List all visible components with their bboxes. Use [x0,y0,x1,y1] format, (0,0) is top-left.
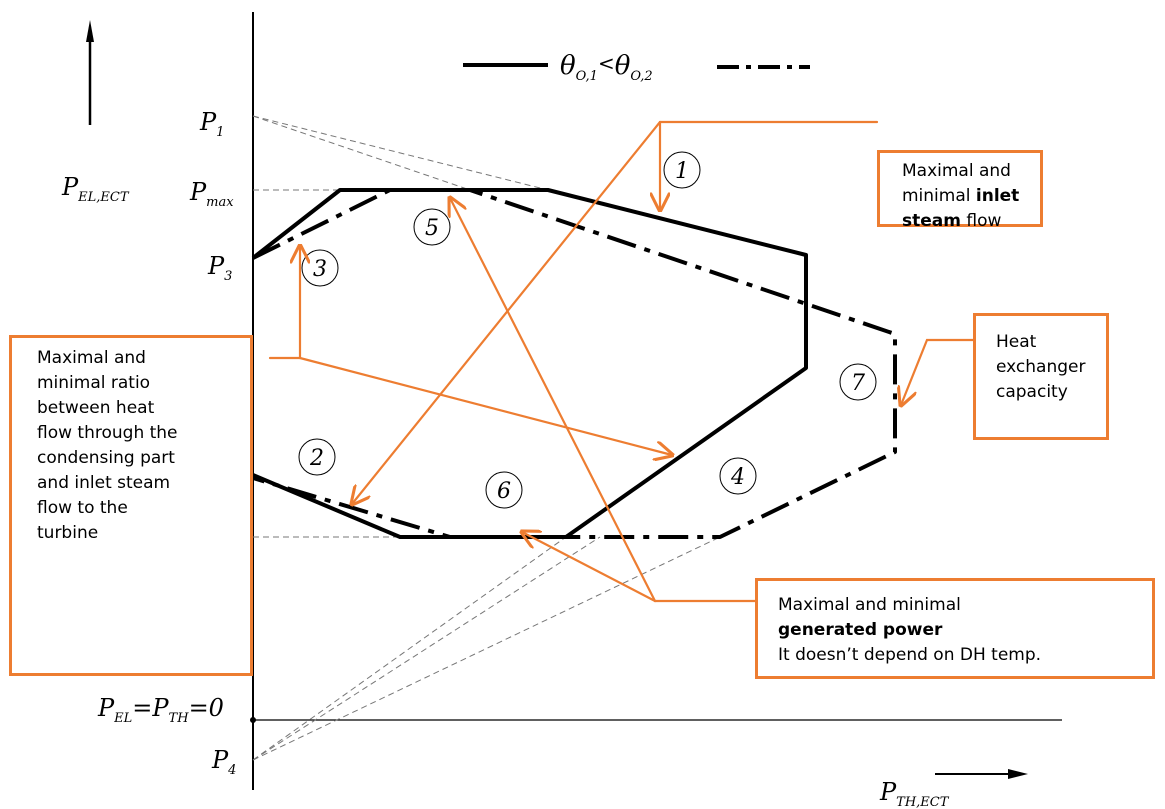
inlet-note-line-2: minimal inlet [902,186,1020,206]
region-number-6: 6 [497,479,511,504]
heat-note-line-3: capacity [996,382,1068,402]
heat-note-line-2: exchanger [996,357,1086,377]
region-number-2: 2 [309,446,324,471]
construction-line-p4-a [252,536,567,761]
region-number-4: 4 [730,465,745,490]
ratio-note-line-2: minimal ratio [37,373,151,393]
inlet-note-line-3: steam flow [902,211,1002,231]
region-circle-5 [413,208,451,246]
heat-exchanger-capacity-note: Heat exchanger capacity [973,313,1109,440]
ratio-note-line-3: between heat [37,398,155,418]
y-axis-arrowhead [86,20,94,42]
ratio-note-line-7: flow to the [37,498,128,518]
origin-label: PEL=PTH=0 [97,694,224,726]
ratio-note-line-8: turbine [37,523,99,543]
legend-label: θO,1<θO,2 [560,51,653,84]
legend: θO,1<θO,2 [463,51,810,84]
region-labels: 1 2 3 4 5 6 7 [298,151,877,509]
region-circle-3 [301,249,339,287]
construction-line-p4-c [252,536,601,761]
inlet-note-line-1: Maximal and [902,161,1011,181]
construction-line-p1-a [252,115,549,191]
region-number-3: 3 [313,257,327,282]
x-axis-arrowhead [1008,769,1028,779]
region-number-7: 7 [851,371,865,396]
power-note-line-3: It doesn’t depend on DH temp. [778,645,1042,665]
y-axis-label: PEL,ECT [61,173,130,205]
dashdot-envelope [252,188,897,539]
x-axis-label: PTH,ECT [879,778,950,809]
ratio-note-line-5: condensing part [37,448,175,468]
ratio-note-line-1: Maximal and [37,348,146,368]
region-number-1: 1 [675,159,689,184]
region-number-5: 5 [425,216,439,241]
heat-callout-arrow [901,338,975,405]
region-circle-6 [485,471,523,509]
power-note-line-2: generated power [778,620,943,640]
inlet-steam-flow-note: Maximal and minimal inlet steam flow [877,150,1043,231]
region-circle-1 [663,151,701,189]
region-circle-4 [719,457,757,495]
construction-line-p4-b [252,536,721,761]
power-note-line-1: Maximal and minimal [778,595,961,615]
ratio-note-line-6: and inlet steam [37,473,171,493]
origin-dot [250,717,256,723]
power-arrow-upper [450,198,657,603]
solid-envelope [251,188,808,539]
heat-flow-ratio-note: Maximal and minimal ratio between heat f… [9,335,253,676]
construction-line-p1-b [252,115,471,191]
axes [86,12,1062,790]
tick-label-pmax: Pmax [189,178,234,210]
construction-lines [252,115,721,761]
heat-note-line-1: Heat [996,332,1037,352]
generated-power-note: Maximal and minimal generated power It d… [755,578,1155,679]
tick-label-p1: P1 [199,108,224,140]
ratio-note-line-4: flow through the [37,423,178,443]
tick-label-p4: P4 [211,746,236,778]
region-circle-7 [839,363,877,401]
tick-label-p3: P3 [207,252,232,284]
power-arrow-lower [522,532,657,603]
